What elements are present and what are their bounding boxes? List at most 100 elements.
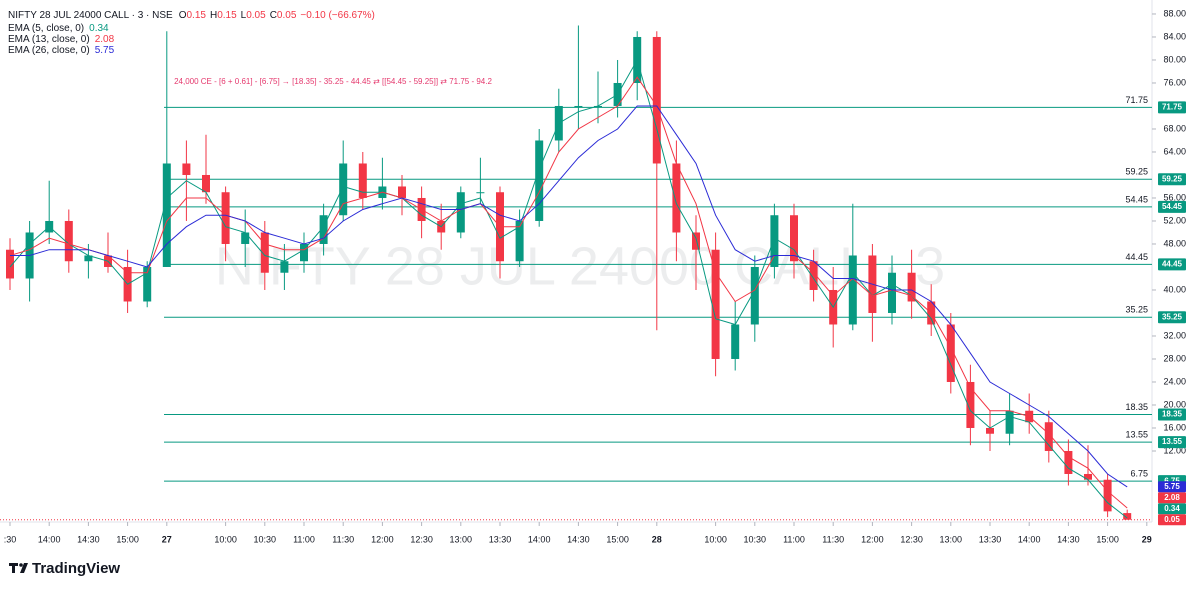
x-tick-label: 14:00 <box>528 534 551 544</box>
candle-body <box>946 324 955 382</box>
legend-value: 0.34 <box>89 23 109 34</box>
x-tick-label: :30 <box>4 534 17 544</box>
legend-name: EMA (26, close, 0) <box>8 45 90 56</box>
y-tick-label: 52.00 <box>1163 215 1186 225</box>
legend-name: EMA (13, close, 0) <box>8 34 90 45</box>
x-tick-label: 12:00 <box>861 534 884 544</box>
ohlc-label: L <box>241 10 247 21</box>
annotation: 24,000 CE - [6 + 0.61] - [6.75] → [18.35… <box>174 77 492 86</box>
candle-body <box>966 381 975 428</box>
legend-name: EMA (5, close, 0) <box>8 23 84 34</box>
ema-line <box>9 58 1128 519</box>
y-tick-label: 48.00 <box>1163 238 1186 248</box>
axis-value-label: 2.08 <box>1164 493 1180 502</box>
candle-body <box>84 255 93 262</box>
logo-shape <box>20 563 28 573</box>
level-price-label: 59.25 <box>1162 174 1183 183</box>
x-tick-label: 11:30 <box>332 534 354 544</box>
x-tick-label: 15:00 <box>1096 534 1119 544</box>
level-price-box <box>1158 173 1186 186</box>
candle-body <box>652 36 661 164</box>
header: NIFTY 28 JUL 24000 CALL · 3 · NSE O0.15 H0… <box>8 10 375 21</box>
x-tick-label: 10:30 <box>254 534 277 544</box>
candle-body <box>280 261 289 273</box>
level-label: 71.75 <box>1125 95 1148 105</box>
x-tick-label: 14:00 <box>38 534 61 544</box>
x-tick-label: 13:30 <box>489 534 512 544</box>
x-tick-label: 14:30 <box>1057 534 1080 544</box>
candle-body <box>319 215 328 244</box>
candle-body <box>1103 479 1112 512</box>
level-price-label: 44.45 <box>1162 260 1183 269</box>
candle-body <box>221 192 230 244</box>
candle-body <box>476 192 485 194</box>
level-price-label: 6.75 <box>1164 476 1180 485</box>
candle-body <box>398 186 406 198</box>
candle-body <box>888 272 896 313</box>
ohlc-value: 0.15 <box>186 10 206 21</box>
x-tick-label: 13:00 <box>940 534 963 544</box>
candle-body <box>515 220 524 262</box>
y-tick-label: 56.00 <box>1163 192 1186 202</box>
candle-body <box>848 255 857 325</box>
candle-body <box>182 163 191 175</box>
candle-body <box>202 174 210 193</box>
x-tick-label: 29 <box>1142 534 1152 544</box>
legend-entry: EMA (5, close, 0) 0.34 <box>8 23 109 34</box>
x-tick-label: 13:00 <box>450 534 473 544</box>
candle-body <box>260 232 269 273</box>
level-label: 18.35 <box>1125 402 1148 412</box>
x-tick-label: 12:30 <box>900 534 923 544</box>
logo-shape <box>12 563 15 573</box>
x-tick-label: 13:30 <box>979 534 1002 544</box>
ohlc-label: H <box>210 10 217 21</box>
candle-body <box>790 215 798 262</box>
x-tick-label: 28 <box>652 534 662 544</box>
axis-value-box <box>1158 503 1186 515</box>
candle-body <box>770 215 779 267</box>
candle-body <box>300 243 308 262</box>
y-tick-label: 20.00 <box>1163 399 1186 409</box>
level-price-label: 71.75 <box>1162 103 1183 112</box>
axis-value-box <box>1158 492 1186 504</box>
ohlc-value: 0.15 <box>217 10 237 21</box>
y-tick-label: 76.00 <box>1163 77 1186 87</box>
candle-body <box>750 266 759 325</box>
candle-body <box>1044 422 1053 451</box>
level-price-box <box>1158 408 1186 421</box>
y-tick-label: 84.00 <box>1163 31 1186 41</box>
level-label: 6.75 <box>1130 469 1148 479</box>
candle-body <box>1064 450 1073 474</box>
x-tick-label: 10:00 <box>704 534 727 544</box>
ohlc-label: C <box>270 10 277 21</box>
axis-value-label: 0.34 <box>1164 504 1180 513</box>
level-price-label: 35.25 <box>1162 312 1183 321</box>
x-tick-label: 15:00 <box>116 534 139 544</box>
x-tick-label: 11:00 <box>293 534 315 544</box>
level-price-label: 54.45 <box>1162 202 1183 211</box>
level-label: 44.45 <box>1125 252 1148 262</box>
logo <box>9 563 28 573</box>
candle-body <box>672 163 681 233</box>
legend-entry: EMA (13, close, 0) 2.08 <box>8 34 115 45</box>
candle-body <box>162 163 171 267</box>
x-tick-label: 11:30 <box>822 534 844 544</box>
axis-value-label: 0.05 <box>1164 515 1180 524</box>
x-tick-label: 15:00 <box>606 534 629 544</box>
axis-value-box <box>1158 481 1186 493</box>
x-tick-label: 14:30 <box>77 534 100 544</box>
candle-body <box>6 249 14 279</box>
candle-body <box>1005 410 1014 434</box>
y-tick-label: 40.00 <box>1163 284 1186 294</box>
ohlc-value: 0.05 <box>246 10 266 21</box>
candle-body <box>809 261 818 290</box>
y-tick-label: 68.00 <box>1163 123 1186 133</box>
x-tick-label: 11:00 <box>783 534 805 544</box>
ohlc-label: O <box>179 10 187 21</box>
logo-shape <box>19 563 23 567</box>
x-tick-label: 12:00 <box>371 534 394 544</box>
level-price-box <box>1158 436 1186 449</box>
level-label: 59.25 <box>1125 167 1148 177</box>
legend-value: 2.08 <box>95 34 115 45</box>
candle-body <box>64 220 73 262</box>
